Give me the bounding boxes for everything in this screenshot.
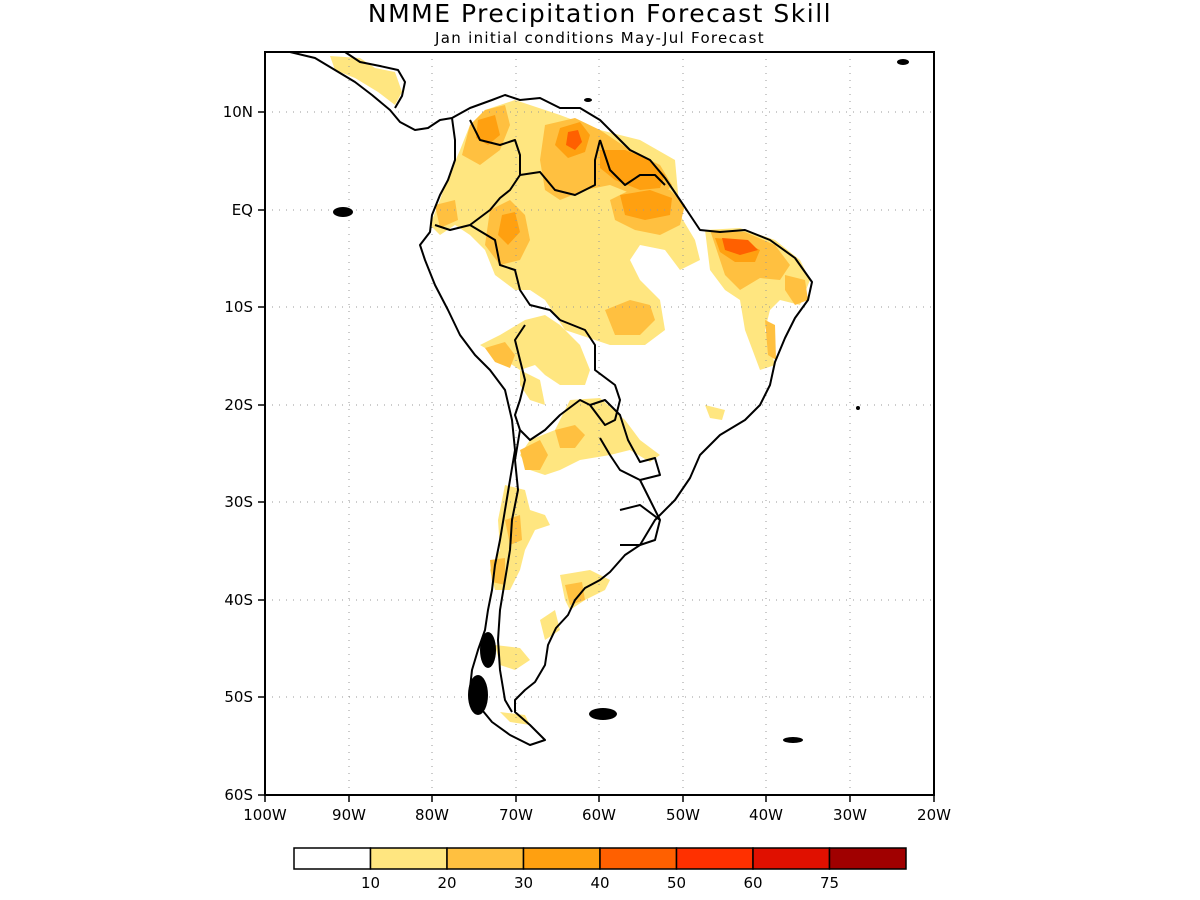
skill-area-bahia-coast (765, 320, 776, 360)
south-america-coast (419, 94, 813, 746)
border-argentina-chile (497, 429, 521, 713)
skill-area-salta (555, 425, 585, 448)
border-peru-brazil (469, 224, 561, 321)
skill-area-minas (705, 405, 725, 420)
colorbar-label: 40 (590, 874, 609, 892)
lat-label-10s: 10S (224, 298, 253, 316)
lon-label-50w: 50W (666, 806, 700, 824)
skill-area-rio-negro (565, 582, 585, 605)
island-fernando (856, 406, 860, 410)
island-galapagos (333, 207, 353, 217)
chart-subtitle: Jan initial conditions May-Jul Forecast (435, 29, 765, 47)
islands (333, 59, 909, 743)
skill-area-chubut (495, 645, 530, 670)
lon-label-70w: 70W (499, 806, 533, 824)
lon-label-100w: 100W (243, 806, 287, 824)
colorbar-label: 20 (437, 874, 456, 892)
skill-area-ecuador (435, 200, 458, 228)
lat-label-60s: 60S (224, 786, 253, 804)
lon-label-90w: 90W (332, 806, 366, 824)
lat-label-40s: 40S (224, 591, 253, 609)
skill-area-mato-grosso (605, 300, 655, 335)
border-colombia (434, 119, 521, 231)
colorbar-labels: 10 20 30 40 50 60 75 (361, 874, 839, 892)
colorbar-swatch (828, 847, 907, 870)
skill-area-mendoza (505, 515, 522, 545)
island-falklands (589, 708, 617, 720)
skill-area-andes-peru (520, 370, 545, 405)
lat-label-30s: 30S (224, 493, 253, 511)
lon-axis: 100W 90W 80W 70W 60W 50W 40W 30W 20W (243, 795, 951, 824)
skill-area-peru-south (485, 342, 515, 368)
skill-area-peak-maranhao (722, 238, 758, 255)
colorbar-swatch (752, 847, 831, 870)
lon-label-40w: 40W (749, 806, 783, 824)
skill-area-chaco (520, 440, 548, 470)
skill-area-core-amazonas (498, 212, 520, 245)
border-guyana (599, 139, 666, 186)
skill-area-pernambuco (785, 275, 808, 305)
central-america-coast (289, 52, 453, 131)
lat-label-50s: 50S (224, 688, 253, 706)
colorbar-label: 10 (361, 874, 380, 892)
skill-area-patagonia (540, 610, 560, 640)
skill-area-core-colombia (476, 115, 500, 145)
colorbar-label: 50 (667, 874, 686, 892)
lat-label-20s: 20S (224, 396, 253, 414)
island-trinidad (584, 98, 592, 102)
island-archipelago (468, 675, 488, 715)
colorbar-label: 75 (820, 874, 839, 892)
border-bolivia (514, 319, 621, 441)
border-argentina-brazil (620, 479, 661, 546)
border-uruguay (619, 504, 661, 521)
chart-title: NMME Precipitation Forecast Skill (367, 0, 833, 28)
colorbar-swatch (675, 847, 754, 870)
colorbar-label: 30 (514, 874, 533, 892)
skill-shading (330, 56, 810, 725)
gridlines (265, 52, 934, 795)
skill-area-peak-venezuela (566, 130, 582, 150)
border-paraguay (589, 399, 661, 481)
colorbar-swatches (293, 847, 907, 870)
skill-area-paraguay (520, 398, 660, 475)
island-chiloe (480, 632, 496, 668)
colorbar: 10 20 30 40 50 60 75 (293, 847, 907, 892)
colorbar-swatch (369, 847, 448, 870)
lat-axis: 10N EQ 10S 20S 30S 40S 50S 60S (223, 103, 265, 804)
colorbar-swatch (522, 847, 601, 870)
lon-label-30w: 30W (833, 806, 867, 824)
island-south-georgia (783, 737, 803, 743)
island-atlantic-ne (897, 59, 909, 65)
lon-label-80w: 80W (415, 806, 449, 824)
colorbar-label: 60 (743, 874, 762, 892)
lon-label-60w: 60W (582, 806, 616, 824)
colorbar-swatch (446, 847, 525, 870)
lat-label-eq: EQ (232, 201, 253, 219)
skill-area-core-para (620, 190, 672, 220)
skill-area-bolivia (480, 315, 590, 385)
skill-area-tierra-del-fuego (500, 712, 530, 725)
colorbar-swatch (293, 847, 372, 870)
colorbar-swatch (599, 847, 678, 870)
lon-label-20w: 20W (917, 806, 951, 824)
coastlines-and-borders (289, 52, 813, 746)
border-venezuela (519, 139, 601, 196)
lat-label-10n: 10N (223, 103, 253, 121)
skill-area-central-america (330, 56, 402, 105)
